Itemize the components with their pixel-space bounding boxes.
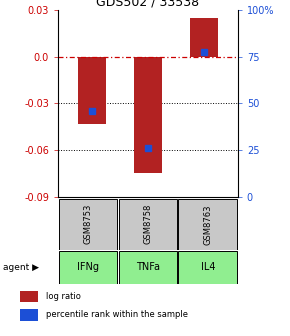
Bar [119, 251, 177, 284]
Text: TNFa: TNFa [136, 262, 160, 272]
Text: GSM8763: GSM8763 [203, 204, 212, 245]
Title: GDS502 / 33538: GDS502 / 33538 [96, 0, 200, 9]
Bar [178, 251, 237, 284]
Bar [59, 251, 117, 284]
Bar [178, 199, 237, 250]
Text: IL4: IL4 [201, 262, 215, 272]
Bar [59, 199, 117, 250]
Text: GSM8758: GSM8758 [143, 204, 153, 245]
Text: log ratio: log ratio [46, 292, 81, 301]
Bar [190, 18, 218, 57]
Bar [119, 199, 177, 250]
Text: agent ▶: agent ▶ [3, 263, 39, 272]
Bar [20, 309, 38, 321]
Text: GSM8753: GSM8753 [84, 204, 93, 245]
Bar [134, 57, 162, 173]
Text: IFNg: IFNg [77, 262, 99, 272]
Bar [78, 57, 106, 124]
Bar [20, 291, 38, 302]
Text: percentile rank within the sample: percentile rank within the sample [46, 310, 188, 319]
